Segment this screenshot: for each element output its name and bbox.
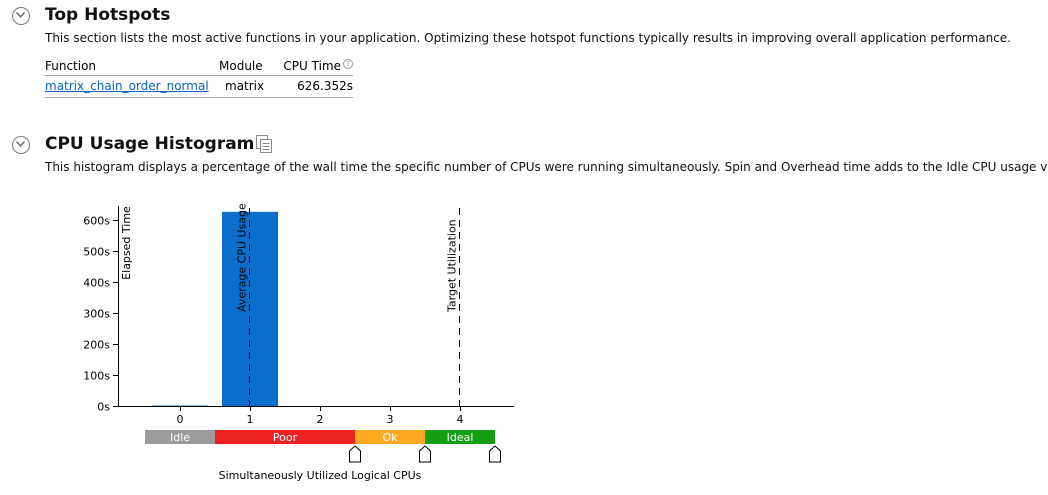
x-tick-label: 3 <box>387 413 394 426</box>
bar-1 <box>222 211 278 406</box>
help-icon[interactable]: ? <box>343 59 353 69</box>
y-tick-label: 600s <box>83 215 110 228</box>
y-tick-label: 500s <box>83 246 110 259</box>
band-ideal <box>425 430 495 444</box>
x-tick-label: 0 <box>177 413 184 426</box>
threshold-handle-1[interactable] <box>419 445 431 463</box>
y-axis-label: Elapsed Time <box>120 206 133 280</box>
band-label: Ideal <box>447 431 474 444</box>
function-link[interactable]: matrix_chain_order_normal <box>45 79 209 93</box>
y-tick-label: 0s <box>97 401 110 414</box>
table-row: matrix_chain_order_normal matrix 626.352… <box>45 75 353 98</box>
module-cell: matrix <box>219 75 283 98</box>
y-tick-label: 100s <box>83 370 110 383</box>
hotspots-table: Function Module CPU Time? matrix_chain_o… <box>45 57 353 98</box>
x-tick-label: 4 <box>457 413 464 426</box>
hotspots-description: This section lists the most active funct… <box>45 31 1011 45</box>
band-idle <box>145 430 215 444</box>
column-header-cpu-time[interactable]: CPU Time? <box>283 57 353 76</box>
band-label: Poor <box>273 431 298 444</box>
histogram-description: This histogram displays a percentage of … <box>45 160 1048 174</box>
chevron-down-icon <box>16 141 25 147</box>
band-label: Idle <box>170 431 190 444</box>
hotspots-title: Top Hotspots <box>45 5 171 25</box>
copy-icon-glyph <box>256 135 272 153</box>
collapse-hotspots-button[interactable] <box>12 7 30 25</box>
x-tick-label: 1 <box>247 413 254 426</box>
cpu-time-cell: 626.352s <box>283 75 353 98</box>
y-tick-label: 200s <box>83 339 110 352</box>
cpu-time-label: CPU Time <box>283 59 341 73</box>
threshold-handle-2[interactable] <box>489 445 501 463</box>
histogram-title: CPU Usage Histogram <box>45 134 255 154</box>
table-header-row: Function Module CPU Time? <box>45 57 353 76</box>
x-tick-label: 2 <box>317 413 324 426</box>
threshold-handle-0[interactable] <box>349 445 361 463</box>
column-header-function[interactable]: Function <box>45 57 219 76</box>
copy-icon[interactable] <box>256 135 272 157</box>
band-poor <box>215 430 355 444</box>
band-label: Ok <box>382 431 398 444</box>
chevron-down-icon <box>16 12 25 18</box>
collapse-histogram-button[interactable] <box>12 136 30 154</box>
y-tick-label: 300s <box>83 308 110 321</box>
band-ok <box>355 430 425 444</box>
y-tick-label: 400s <box>83 277 110 290</box>
x-axis-label: Simultaneously Utilized Logical CPUs <box>219 469 422 482</box>
marker-label: Average CPU Usage <box>236 203 249 312</box>
column-header-module[interactable]: Module <box>219 57 283 76</box>
marker-label: Target Utilization <box>446 219 459 313</box>
